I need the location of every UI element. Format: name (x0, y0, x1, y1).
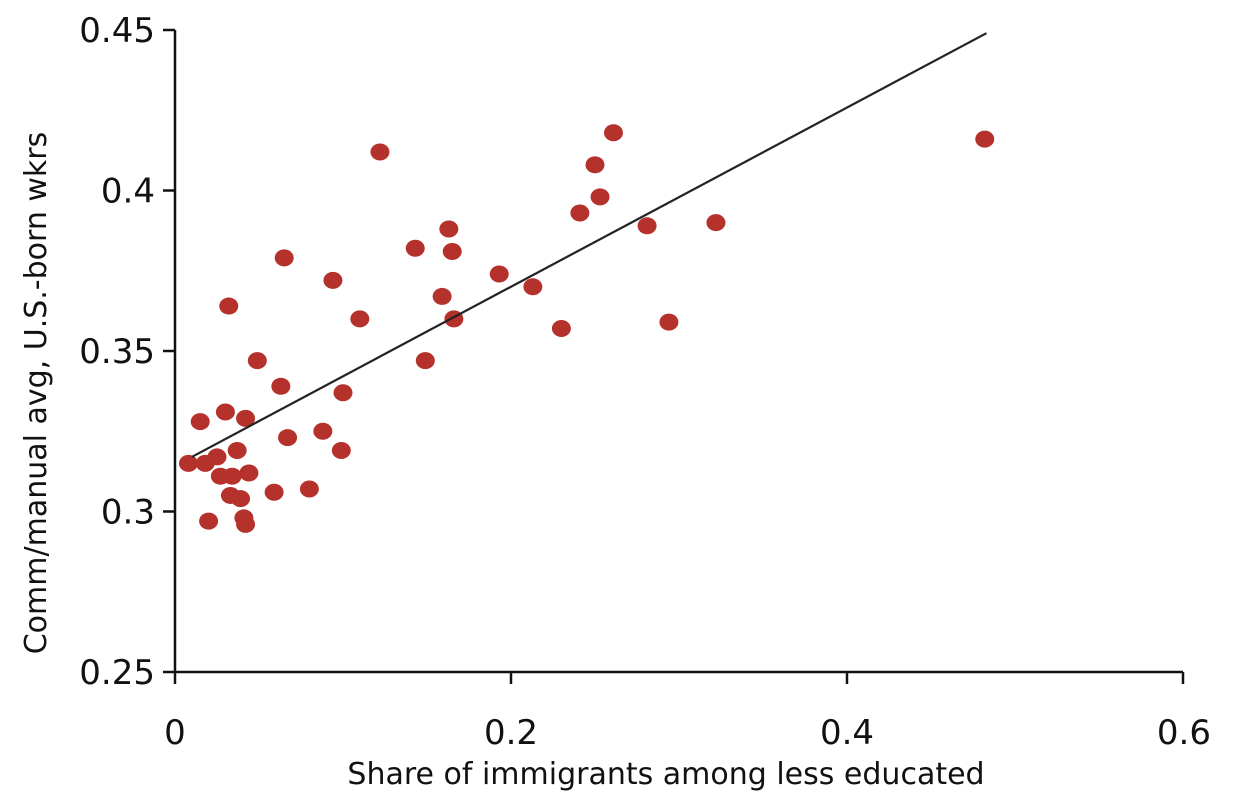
data-point (659, 313, 679, 331)
data-point (190, 413, 210, 431)
trendline (191, 32, 987, 458)
x-tick-label: 0.6 (1157, 713, 1211, 753)
data-point (439, 220, 459, 238)
y-tick-label: 0.3 (101, 493, 155, 533)
x-axis-ticks: 0 0.2 0.4 0.6 (164, 672, 1211, 753)
x-axis-title: Share of immigrants among less educated (347, 757, 984, 792)
data-point (585, 156, 605, 174)
data-point (274, 249, 294, 267)
y-tick-label: 0.4 (101, 172, 155, 212)
data-point (370, 143, 390, 161)
data-point (706, 214, 726, 232)
x-tick-label: 0.4 (820, 713, 874, 753)
data-point (247, 352, 267, 370)
data-point (323, 271, 343, 289)
data-point (590, 188, 610, 206)
y-tick-label: 0.35 (79, 332, 155, 372)
data-point (350, 310, 370, 328)
data-point (299, 480, 319, 498)
y-tick-label: 0.45 (79, 11, 155, 51)
data-point (405, 239, 425, 257)
data-point (442, 242, 462, 260)
y-axis-ticks: 0.25 0.3 0.35 0.4 0.45 (79, 11, 175, 693)
data-point (215, 403, 235, 421)
x-tick-label: 0.2 (484, 713, 538, 753)
data-point (278, 429, 298, 447)
data-point (227, 442, 247, 460)
data-point (199, 512, 219, 530)
data-point (236, 409, 256, 427)
data-point (432, 287, 452, 305)
data-point (219, 297, 239, 315)
data-point (331, 442, 351, 460)
data-point (313, 422, 333, 440)
data-point (239, 464, 259, 482)
x-tick-label: 0 (164, 713, 186, 753)
data-point (489, 265, 509, 283)
data-point (231, 490, 251, 508)
y-axis-title: Comm/manual avg, U.S.-born wkrs (19, 132, 54, 655)
data-point (264, 483, 284, 501)
data-points (178, 124, 995, 533)
data-point (207, 448, 227, 466)
data-point (236, 515, 256, 533)
data-point (551, 320, 571, 338)
data-point (570, 204, 590, 222)
data-point (271, 377, 291, 395)
data-point (637, 217, 657, 235)
data-point (333, 384, 353, 402)
y-tick-label: 0.25 (79, 653, 155, 693)
data-point (523, 278, 543, 296)
plot-area (173, 30, 1183, 674)
data-point (222, 467, 242, 485)
data-point (178, 454, 198, 472)
data-point (415, 352, 435, 370)
data-point (975, 130, 995, 148)
data-point (603, 124, 623, 142)
